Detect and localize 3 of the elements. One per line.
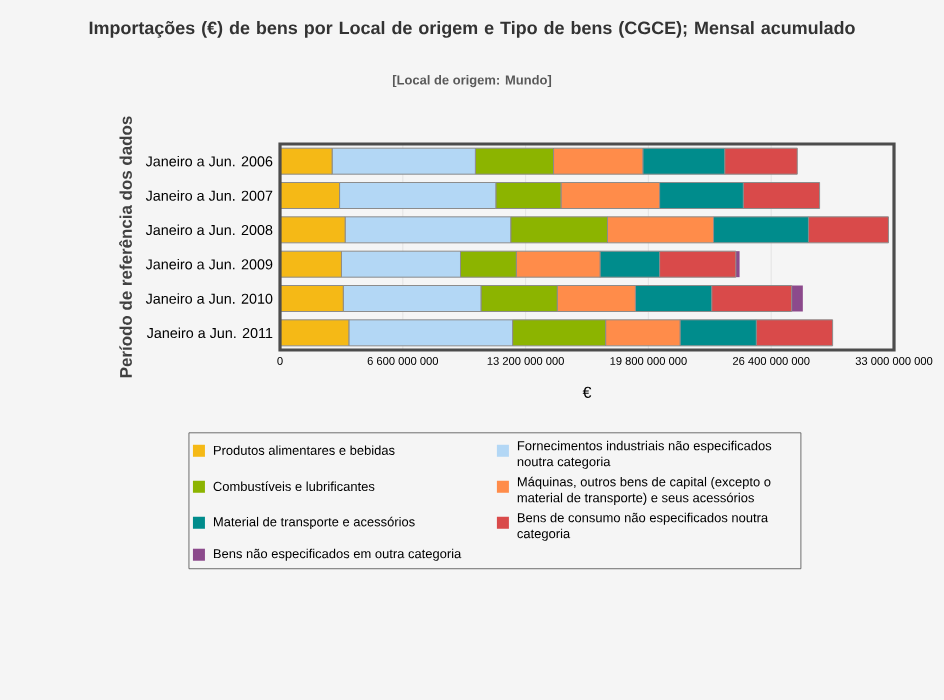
bar: [791, 285, 803, 312]
y-axis-title: Período de referência dos dados: [119, 116, 132, 378]
chart-title: Importações (€) de bens por Local de origem e Tipo de bens (CGCE); Mensal acumulado: [89, 21, 855, 38]
